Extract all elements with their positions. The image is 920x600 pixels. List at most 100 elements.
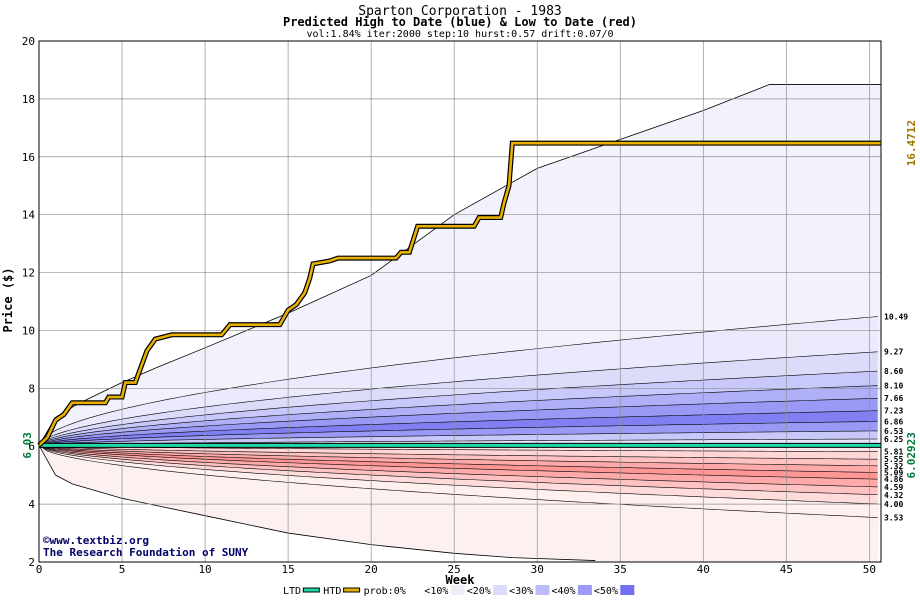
credit-org: The Research Foundation of SUNY [43,546,249,559]
min-envelope-line [38,445,596,561]
band-end-label: 6.25 [884,435,903,444]
band-boundary-line [38,430,878,446]
legend-label: LTD [283,586,301,597]
band-boundary-line [38,445,878,488]
band-boundary-line [38,410,878,446]
current-low-label: 6.02923 [905,432,918,478]
band-end-label: 4.59 [884,483,903,492]
credit-site: ©www.textbiz.org [43,534,149,547]
y-tick-label: 8 [28,382,35,395]
copyright-icon: © [43,534,50,547]
x-tick-label: 15 [281,563,294,576]
legend-swatch [577,585,592,595]
y-tick-label: 2 [28,556,35,569]
y-tick-label: 4 [28,498,35,511]
legend-swatch [408,585,423,595]
x-tick-label: 10 [198,563,211,576]
band-end-label: 6.86 [884,417,903,426]
band-end-label: 6.53 [884,427,903,436]
start-price-label: 6.03 [21,432,34,459]
x-tick-label: 35 [614,563,627,576]
plot-frame [38,40,882,563]
legend-swatch [493,585,508,595]
band-boundary-line [38,445,878,518]
band-boundary-line [38,421,878,446]
band-boundary-line [38,316,878,446]
y-axis-label: Price ($) [1,267,15,332]
band-end-label: 5.55 [884,455,903,464]
legend: LTD HTD prob:0% <10% <20% <30% <40% <50% [283,585,635,597]
band-end-label: 5.09 [884,469,903,478]
y-tick-label: 6 [28,440,35,453]
y-tick-label: 14 [22,209,36,222]
lower-band [39,445,878,518]
band-end-label: 8.60 [884,367,903,376]
legend-swatch [620,585,635,595]
lower-band [39,445,878,495]
legend-swatch [343,587,361,593]
plot-area: 2 4 6 8 10 12 14 16 18 20 0 5 10 15 20 25 30 35 40 45 50 10.4… [22,35,909,576]
band-boundary-line [38,351,878,446]
x-tick-label: 50 [863,563,876,576]
y-tick-label: 10 [22,324,35,337]
band-end-label: 5.81 [884,448,903,457]
legend-label: HTD [323,586,341,597]
y-tick-label: 18 [22,93,35,106]
x-tick-label: 0 [36,563,43,576]
upper-band [39,410,878,446]
lower-band [39,445,878,460]
legend-label: <10% [424,586,448,597]
band-end-label: 10.49 [884,312,908,321]
band-end-label: 4.86 [884,475,903,484]
upper-band [39,351,878,446]
upper-band [39,371,878,446]
band-end-label: 7.23 [884,407,903,416]
band-boundary-line [38,397,878,446]
band-boundary-line [38,445,878,505]
band-end-label: 3.53 [884,514,903,523]
band-boundary-line [38,445,878,467]
chart-params: vol:1.84% iter:2000 step:10 hurst:0.57 d… [306,29,613,40]
chart-subtitle: Predicted High to Date (blue) & Low to D… [283,15,637,29]
upper-band [39,421,878,446]
y-tick-label: 20 [22,35,35,48]
band-boundary-line [38,445,878,460]
band-boundary-line [38,445,878,480]
x-tick-label: 40 [697,563,710,576]
band-end-label: 4.00 [884,500,903,509]
legend-swatch [302,587,320,593]
lower-band [39,445,878,466]
x-tick-label: 25 [448,563,461,576]
legend-label: <30% [509,586,533,597]
legend-label: <40% [552,586,576,597]
band-boundary-line [38,385,878,446]
y-tick-label: 12 [22,267,35,280]
band-end-label: 5.32 [884,462,903,471]
legend-label: <20% [467,586,491,597]
lower-band [39,445,878,473]
legend-swatch [535,585,550,595]
band-boundary-line [38,445,878,496]
x-tick-label: 5 [119,563,126,576]
upper-band [39,398,878,446]
legend-label: <50% [594,586,618,597]
high-to-date-line [38,141,881,447]
current-high-label: 16.4712 [905,120,918,166]
upper-band [39,430,878,446]
band-end-label: 9.27 [884,348,903,357]
upper-band [39,385,878,446]
credit-site-text: www.textbiz.org [50,534,149,547]
band-end-label: 4.32 [884,491,903,500]
lower-band [39,445,878,480]
lower-band [39,445,878,487]
lower-band [39,445,878,504]
band-end-label: 7.66 [884,394,903,403]
x-tick-label: 45 [780,563,793,576]
band-end-label: 8.10 [884,381,903,390]
x-tick-label: 20 [365,563,378,576]
upper-band [39,316,878,446]
x-axis-label: Week [446,573,476,587]
band-boundary-line [38,370,878,446]
band-boundary-line [38,445,878,473]
